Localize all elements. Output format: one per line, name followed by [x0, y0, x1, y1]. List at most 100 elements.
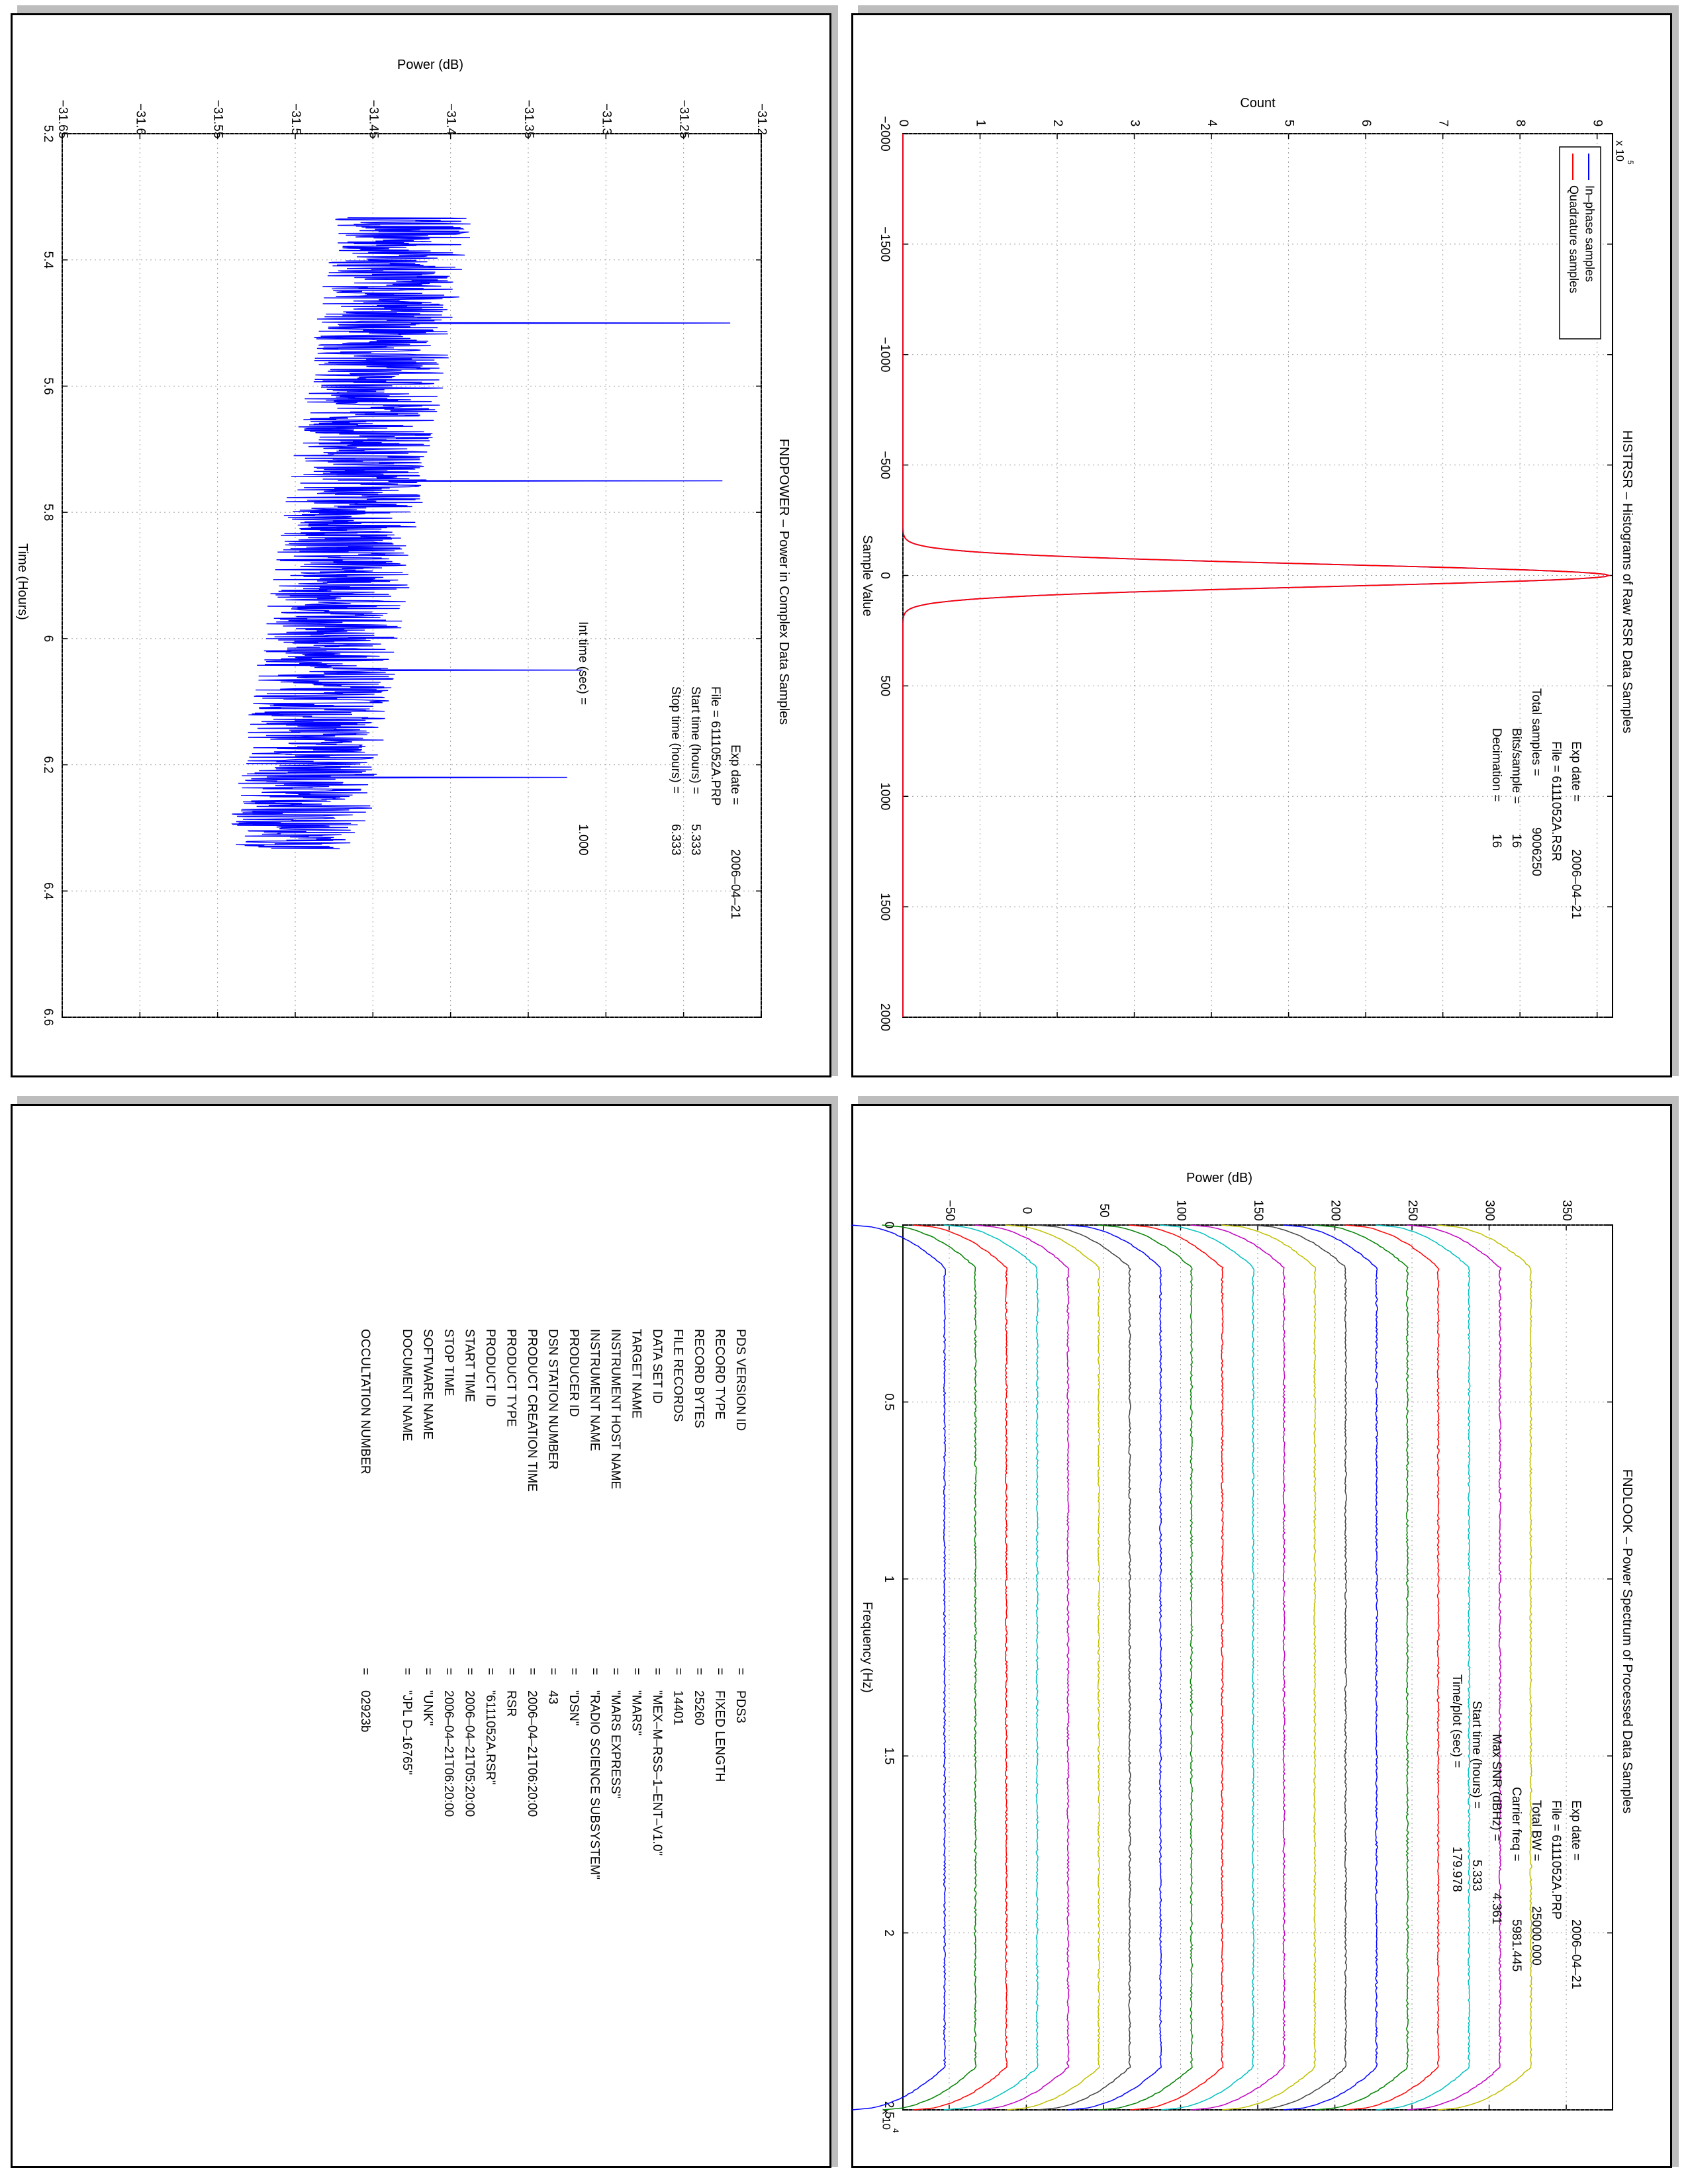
- fndpower-annotation-label: Int time (sec) =: [576, 621, 590, 705]
- label-table-key: STOP TIME: [442, 1329, 455, 1396]
- fndlook-series-line: [1283, 1224, 1378, 2111]
- histrsr-xtick-label: 500: [878, 676, 892, 697]
- fndlook-annotation-value: 4.361: [1489, 1893, 1503, 1925]
- label-table-key: INSTRUMENT NAME: [587, 1329, 601, 1451]
- histrsr-ytick-label: 7: [1436, 120, 1450, 127]
- label-table-key: PRODUCT ID: [483, 1329, 497, 1407]
- fndlook-series-line: [1376, 1224, 1471, 2111]
- fndpower-plot-frame: [62, 133, 762, 1018]
- fndpower-xtick-label: 5.2: [41, 125, 55, 142]
- histrsr-xtick-label: 2000: [878, 1003, 892, 1031]
- label-table-value: 43: [545, 1690, 559, 1704]
- fndpower-ytick-label: −31.35: [522, 100, 536, 139]
- fndpower-ylabel: Power (dB): [397, 58, 463, 72]
- label-table-key: DATA SET ID: [650, 1329, 664, 1404]
- fndlook-series-line: [1252, 1224, 1348, 2111]
- fndpower-xtick-label: 5.6: [41, 377, 55, 394]
- label-table-key: TARGET NAME: [629, 1329, 643, 1418]
- label-table-key: RECORD TYPE: [712, 1329, 726, 1420]
- label-table-value: "MARS EXPRESS": [608, 1690, 622, 1798]
- fndlook-xlabel: Frequency (Hz): [860, 1602, 874, 1693]
- label-table-value: "MARS": [629, 1690, 643, 1735]
- panel-label-table: [11, 1104, 831, 2168]
- histrsr-legend-label: Quadrature samples: [1567, 185, 1580, 293]
- histrsr-ytick-label: 2: [1051, 120, 1064, 127]
- label-table-equals: =: [587, 1668, 601, 1675]
- label-table-key: INSTRUMENT HOST NAME: [608, 1329, 622, 1489]
- label-table-equals: =: [733, 1668, 747, 1675]
- histrsr-ylabel: Count: [1240, 96, 1276, 111]
- fndlook-series-line: [1437, 1224, 1532, 2111]
- label-table-equals: =: [545, 1668, 559, 1675]
- fndlook-series-line: [1066, 1224, 1162, 2111]
- fndlook-xtick-label: 0: [882, 1222, 896, 1229]
- histrsr-annotation-value: 9006250: [1529, 827, 1543, 876]
- fndlook-ytick-label: 0: [1019, 1207, 1033, 1214]
- fndlook-ytick-label: 150: [1251, 1200, 1265, 1221]
- label-table-key: START TIME: [462, 1329, 476, 1402]
- fndlook-xtick-label: 1: [882, 1576, 896, 1583]
- histrsr-ytick-label: 5: [1282, 120, 1296, 127]
- fndlook-annotation-label: Start time (hours) =: [1470, 1701, 1483, 1809]
- fndpower-annotation-value: 6.333: [669, 824, 682, 856]
- histrsr-annotation-label: File = 6111052A.RSR: [1549, 741, 1563, 861]
- panel-histrsr: [851, 13, 1672, 1077]
- label-table-equals: =: [650, 1668, 664, 1675]
- label-table-value: FIXED LENGTH: [712, 1690, 726, 1782]
- fndlook-annotation-label: Total BW =: [1529, 1800, 1543, 1861]
- label-table-key: DSN STATION NUMBER: [545, 1329, 559, 1470]
- histrsr-xlabel: Sample Value: [860, 535, 874, 616]
- label-table-equals: =: [358, 1668, 372, 1675]
- fndlook-ytick-label: 200: [1329, 1200, 1342, 1221]
- fndlook-xtick-label: 2: [882, 1929, 896, 1936]
- fndpower-annotation-value: 1.000: [576, 824, 590, 856]
- label-table-key: DOCUMENT NAME: [400, 1329, 414, 1441]
- label-table-value: "UNK": [420, 1690, 434, 1726]
- panel-fndlook: [851, 1104, 1672, 2168]
- histrsr-y-exponent: 5: [1626, 160, 1635, 165]
- label-table-value: 2006–04–21T05:20:00: [462, 1690, 476, 1817]
- fndlook-ytick-label: −50: [943, 1200, 957, 1221]
- label-table-value: "RADIO SCIENCE SUBSYSTEM": [587, 1690, 601, 1880]
- label-table-value: "DSN": [567, 1690, 581, 1726]
- histrsr-annotation-label: Decimation =: [1489, 728, 1503, 801]
- panel-fndpower: [11, 13, 831, 1077]
- fndpower-ytick-label: −31.45: [366, 100, 380, 139]
- histrsr-ytick-label: 3: [1128, 120, 1142, 127]
- chart-fndpower: −31.65 −31.6 −31.55 −31.5 −31.45 −31.4 −31.35 −…: [15, 58, 791, 1026]
- label-table-equals: =: [483, 1668, 497, 1675]
- chart-histrsr: 0 1 2 3 4 5 6 7 8 9x 105−2000−1500−1000−500050010…: [860, 96, 1635, 1031]
- histrsr-legend-box: [1559, 146, 1601, 340]
- histrsr-xtick-label: −500: [878, 451, 892, 479]
- histrsr-annotation-value: 16: [1509, 834, 1523, 848]
- fndlook-title: FNDLOOK – Power Spectrum of Processed Da…: [1620, 1469, 1634, 1813]
- fndlook-series-line: [974, 1224, 1070, 2111]
- fndpower-ytick-label: −31.6: [133, 103, 147, 135]
- fndlook-ytick-label: 100: [1174, 1200, 1188, 1221]
- fndpower-ytick-label: −31.5: [289, 103, 303, 135]
- histrsr-ytick-label: 6: [1359, 120, 1373, 127]
- label-table: PDS VERSION ID = PDS3 RECORD TYPE = FIXED LEN…: [358, 1329, 747, 1880]
- histrsr-annotation-label: Bits/sample =: [1509, 728, 1523, 804]
- fndlook-annotation-label: Max SNR (dBHz) =: [1489, 1734, 1503, 1841]
- histrsr-xtick-label: −1500: [878, 226, 892, 261]
- fndlook-series-line: [1221, 1224, 1317, 2111]
- fndlook-ytick-label: 250: [1405, 1200, 1419, 1221]
- fndlook-ylabel: Power (dB): [1186, 1171, 1252, 1185]
- fndpower-series-line: [231, 217, 731, 850]
- fndlook-annotation-label: Carrier freq =: [1509, 1787, 1523, 1861]
- fndlook-series-line: [851, 1224, 947, 2111]
- fndlook-xtick-label: 2.5: [882, 2101, 896, 2118]
- fndpower-ytick-label: −31.4: [444, 103, 458, 136]
- fndlook-series-line: [1313, 1224, 1409, 2111]
- label-table-value: 2006–04–21T06:20:00: [525, 1690, 539, 1817]
- label-table-value: 02923b: [358, 1690, 372, 1732]
- label-table-value: 2006–04–21T06:20:00: [442, 1690, 455, 1817]
- fndpower-xtick-label: 5.8: [41, 504, 55, 521]
- histrsr-annotation-label: Total samples =: [1529, 688, 1543, 776]
- fndlook-plot-frame: [902, 1224, 1613, 2111]
- histrsr-annotation-value: 16: [1489, 834, 1503, 848]
- fndpower-ytick-label: −31.65: [56, 100, 70, 139]
- label-table-value: 14401: [671, 1690, 684, 1725]
- fndlook-series-line: [1036, 1224, 1131, 2111]
